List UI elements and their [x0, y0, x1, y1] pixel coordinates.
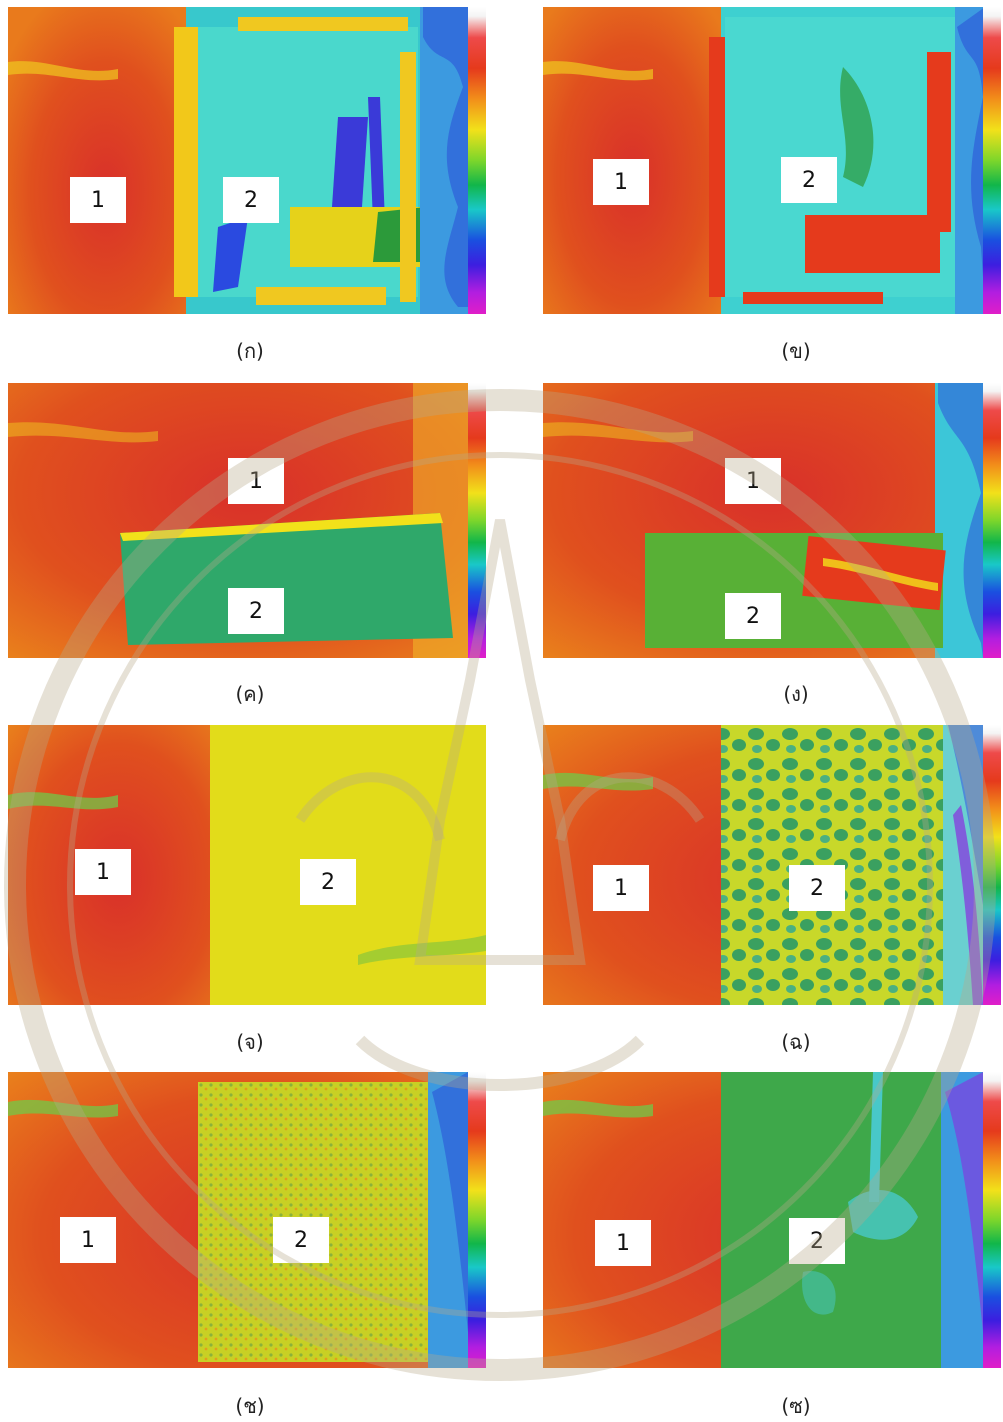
- panel-caption-b: (ข): [781, 339, 811, 363]
- zone-1-label: 1: [593, 159, 649, 205]
- zone-1-label: 1: [60, 1217, 116, 1263]
- color-scale-bar: [983, 383, 1001, 658]
- color-scale-bar: [468, 7, 486, 314]
- zone-2-label: 2: [789, 1218, 845, 1264]
- zone-2-label: 2: [725, 593, 781, 639]
- thermal-panel-b: 1 2: [543, 7, 1001, 314]
- thermal-panel-h: 1 2: [543, 1072, 1001, 1368]
- zone-2-label: 2: [789, 865, 845, 911]
- thermal-image-f: [543, 725, 1001, 1005]
- thermal-image-h: [543, 1072, 1001, 1368]
- zone-2-label: 2: [273, 1217, 329, 1263]
- thermal-panel-d: 1 2: [543, 383, 1001, 658]
- panel-caption-c: (ค): [235, 682, 265, 706]
- zone-1-label: 1: [725, 458, 781, 504]
- color-scale-bar: [468, 1072, 486, 1368]
- panel-caption-f: (ฉ): [781, 1030, 811, 1054]
- color-scale-bar: [983, 1072, 1001, 1368]
- zone-2-label: 2: [300, 859, 356, 905]
- thermal-panel-f: 1 2: [543, 725, 1001, 1005]
- zone-1-label: 1: [75, 849, 131, 895]
- panel-caption-a: (ก): [236, 339, 264, 363]
- zone-1-label: 1: [593, 865, 649, 911]
- zone-2-label: 2: [781, 157, 837, 203]
- zone-1-label: 1: [70, 177, 126, 223]
- thermal-panel-a: 1 2: [8, 7, 486, 314]
- panel-caption-g: (ช): [235, 1394, 265, 1418]
- thermal-panel-c: 1 2: [8, 383, 486, 658]
- panel-caption-e: (จ): [236, 1030, 264, 1054]
- thermal-image-a: [8, 7, 486, 314]
- panel-caption-d: (ง): [783, 682, 809, 706]
- color-scale-bar: [983, 7, 1001, 314]
- zone-2-label: 2: [228, 588, 284, 634]
- thermal-panel-g: 1 2: [8, 1072, 486, 1368]
- zone-2-label: 2: [223, 177, 279, 223]
- zone-1-label: 1: [228, 458, 284, 504]
- panel-caption-h: (ซ): [781, 1394, 811, 1418]
- thermal-panel-e: 1 2: [8, 725, 486, 1005]
- color-scale-bar: [983, 725, 1001, 1005]
- color-scale-bar: [468, 383, 486, 658]
- zone-1-label: 1: [595, 1220, 651, 1266]
